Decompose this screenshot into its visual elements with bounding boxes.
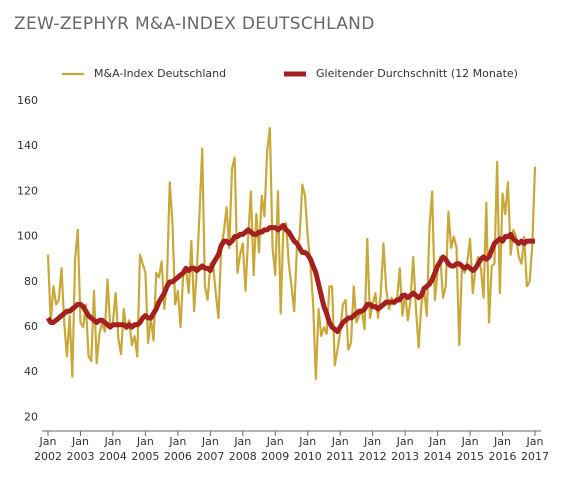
x-tick-label: Jan 2016 [488, 435, 517, 463]
x-tick-label: Jan 2009 [261, 435, 290, 463]
x-tick-label: Jan 2004 [98, 435, 127, 463]
y-tick-label: 40 [24, 365, 38, 378]
x-tick-label: Jan 2003 [66, 435, 95, 463]
x-tick-label: Jan 2012 [358, 435, 387, 463]
x-tick-label: Jan 2017 [521, 435, 549, 463]
x-tick-label: Jan 2008 [228, 435, 257, 463]
x-tick-label: Jan 2015 [456, 435, 485, 463]
x-tick-label: Jan 2010 [293, 435, 322, 463]
x-tick-label: Jan 2007 [196, 435, 225, 463]
legend-label: Gleitender Durchschnitt (12 Monate) [316, 67, 518, 80]
y-tick-label: 160 [17, 94, 38, 107]
y-tick-label: 100 [17, 230, 38, 243]
legend-label: M&A-Index Deutschland [94, 67, 226, 80]
x-tick-label: Jan 2014 [423, 435, 452, 463]
line-series [45, 222, 535, 335]
y-tick-label: 140 [17, 139, 38, 152]
x-tick-label: Jan 2002 [34, 435, 62, 463]
chart-title: ZEW-ZEPHYR M&A-INDEX DEUTSCHLAND [14, 14, 375, 34]
x-tick-label: Jan 2011 [326, 435, 355, 463]
y-tick-label: 20 [24, 410, 38, 423]
x-tick-label: Jan 2005 [131, 435, 160, 463]
y-tick-label: 60 [24, 320, 38, 333]
x-tick-label: Jan 2006 [163, 435, 192, 463]
line-series [46, 127, 537, 381]
x-tick-label: Jan 2013 [391, 435, 420, 463]
y-tick-label: 80 [24, 275, 38, 288]
y-tick-label: 120 [17, 184, 38, 197]
